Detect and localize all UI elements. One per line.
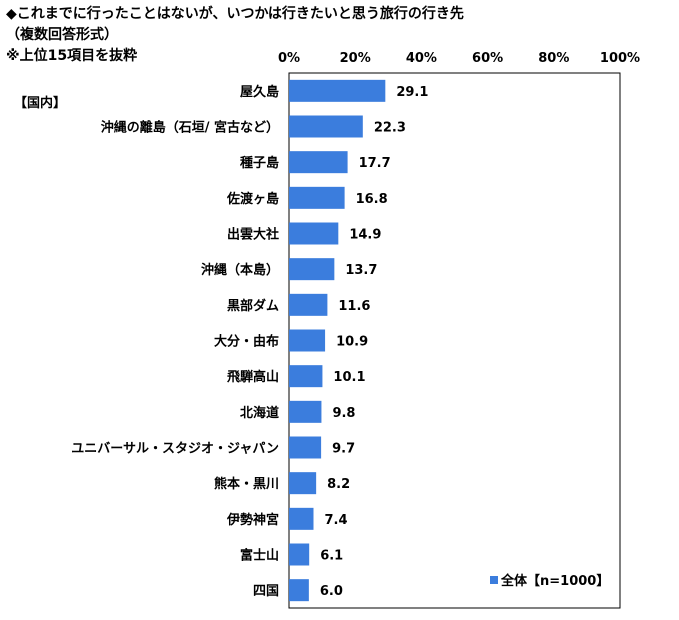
category-label: 佐渡ヶ島: [226, 191, 279, 207]
value-label: 14.9: [349, 228, 381, 243]
x-tick-label: 100%: [600, 51, 640, 66]
x-tick-label: 0%: [278, 51, 300, 66]
chart-subtitle: （複数回答形式）: [6, 27, 118, 43]
bar: [289, 293, 328, 316]
category-label: 種子島: [240, 155, 279, 171]
chart-legend: 全体【n=1000】: [490, 570, 609, 589]
bar: [289, 329, 326, 352]
chart-title: ◆これまでに行ったことはないが、いつかは行きたいと思う旅行の行き先: [6, 6, 464, 22]
bar: [289, 400, 322, 423]
value-label: 13.7: [345, 263, 377, 278]
value-label: 10.1: [333, 370, 365, 385]
value-label: 6.0: [320, 584, 343, 599]
bar: [289, 151, 348, 174]
x-tick-label: 60%: [472, 51, 503, 66]
x-tick-label: 40%: [406, 51, 437, 66]
bar: [289, 365, 323, 388]
value-label: 11.6: [338, 299, 370, 314]
bar: [289, 258, 335, 281]
category-label: 屋久島: [240, 84, 279, 100]
legend-swatch: [490, 576, 498, 584]
bar: [289, 222, 339, 245]
value-label: 17.7: [359, 156, 391, 171]
bar: [289, 115, 363, 138]
category-label: 大分・由布: [214, 334, 279, 350]
bar: [289, 472, 317, 495]
category-label: ユニバーサル・スタジオ・ジャパン: [71, 442, 279, 457]
x-tick-label: 20%: [340, 51, 371, 66]
legend-label: 全体【n=1000】: [501, 574, 610, 589]
value-label: 8.2: [327, 477, 350, 492]
category-label: 北海道: [240, 405, 279, 421]
value-label: 29.1: [396, 85, 428, 100]
category-label: 富士山: [240, 548, 279, 564]
bar: [289, 579, 309, 602]
value-label: 9.8: [332, 406, 355, 421]
category-label: 飛騨高山: [226, 369, 279, 385]
bar: [289, 436, 322, 459]
category-label: 沖縄（本島）: [201, 262, 279, 278]
category-label: 伊勢神宮: [226, 512, 279, 528]
value-label: 9.7: [332, 442, 355, 457]
category-label: 出雲大社: [227, 227, 279, 243]
value-label: 6.1: [320, 549, 343, 564]
bar: [289, 79, 386, 102]
value-label: 16.8: [356, 192, 388, 207]
title-block: ◆これまでに行ったことはないが、いつかは行きたいと思う旅行の行き先 （複数回答形…: [6, 4, 464, 67]
chart-note: ※上位15項目を抜粋: [6, 48, 138, 64]
bar: [289, 543, 310, 566]
category-label: 四国: [253, 584, 279, 599]
category-label: 黒部ダム: [227, 298, 279, 314]
bar: [289, 186, 345, 209]
bar: [289, 507, 314, 530]
category-label: 熊本・黒川: [214, 476, 279, 492]
value-label: 22.3: [374, 121, 406, 136]
x-tick-label: 80%: [538, 51, 569, 66]
value-label: 7.4: [324, 513, 347, 528]
section-label-domestic: 【国内】: [14, 96, 67, 111]
category-label: 沖縄の離島（石垣/ 宮古など）: [101, 120, 279, 136]
value-label: 10.9: [336, 335, 368, 350]
